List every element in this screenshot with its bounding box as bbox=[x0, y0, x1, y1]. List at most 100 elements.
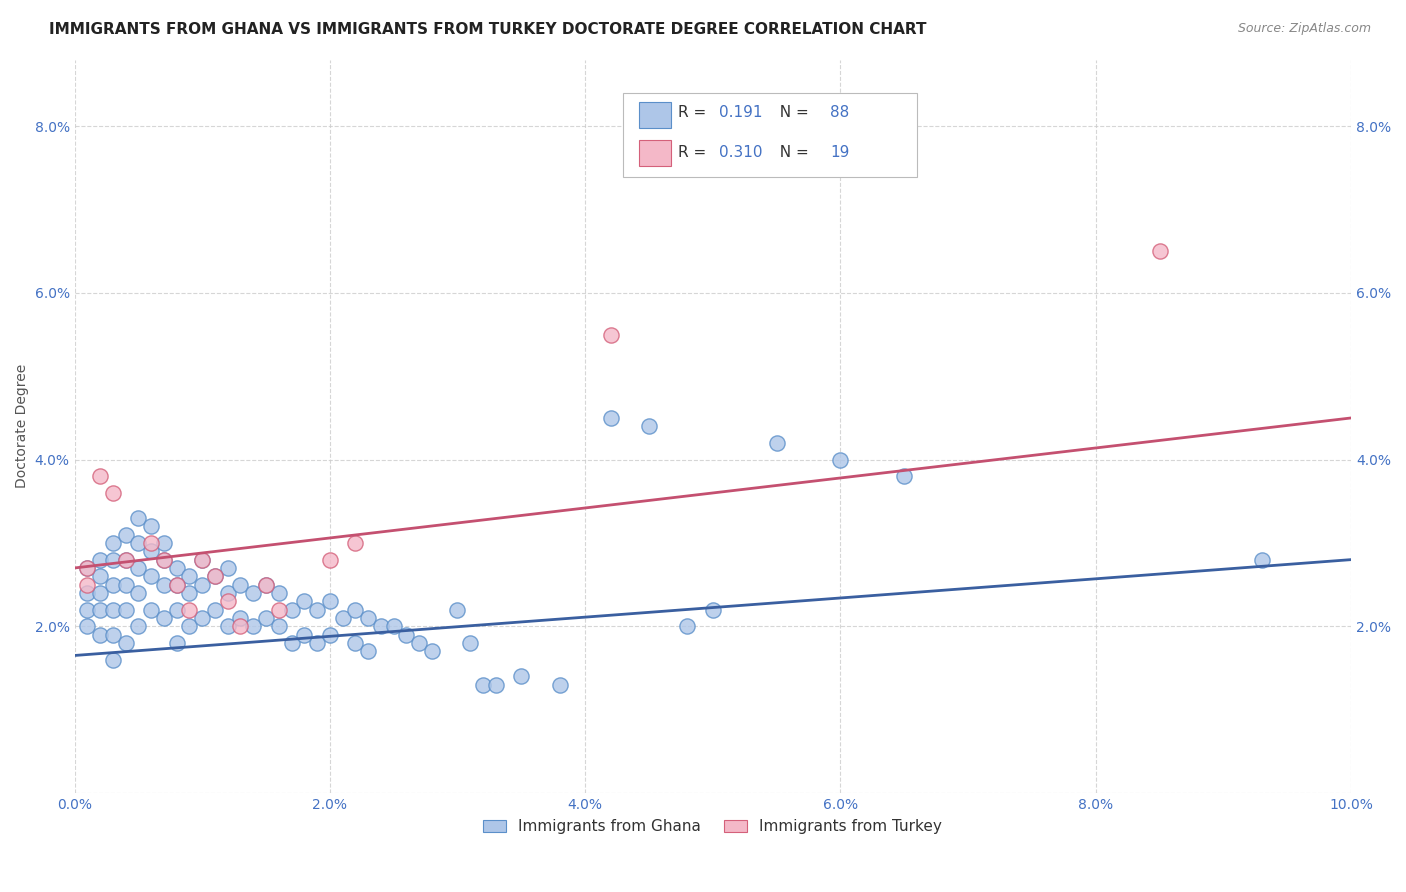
Text: 0.310: 0.310 bbox=[718, 145, 762, 161]
Point bbox=[153, 552, 176, 566]
Point bbox=[127, 586, 149, 600]
Point bbox=[319, 627, 342, 641]
Point bbox=[254, 611, 277, 625]
Point bbox=[191, 552, 214, 566]
Point bbox=[548, 678, 571, 692]
Point bbox=[139, 602, 162, 616]
Point bbox=[139, 569, 162, 583]
Point bbox=[344, 636, 367, 650]
Point bbox=[139, 519, 162, 533]
Point bbox=[1250, 552, 1272, 566]
Point bbox=[114, 577, 136, 591]
Point bbox=[139, 544, 162, 558]
Point bbox=[114, 552, 136, 566]
Point bbox=[204, 569, 226, 583]
Point bbox=[153, 552, 176, 566]
Text: 0.191: 0.191 bbox=[718, 105, 762, 120]
Point bbox=[89, 469, 111, 483]
Point bbox=[229, 619, 252, 633]
Point bbox=[217, 586, 239, 600]
Point bbox=[89, 569, 111, 583]
Point bbox=[166, 577, 188, 591]
Point bbox=[166, 561, 188, 575]
Point bbox=[127, 561, 149, 575]
Point bbox=[307, 636, 329, 650]
Point bbox=[382, 619, 405, 633]
Point bbox=[217, 619, 239, 633]
Point bbox=[127, 511, 149, 525]
Point bbox=[676, 619, 699, 633]
Point bbox=[485, 678, 508, 692]
Text: 19: 19 bbox=[830, 145, 849, 161]
Point bbox=[370, 619, 392, 633]
Point bbox=[280, 602, 302, 616]
Legend: Immigrants from Ghana, Immigrants from Turkey: Immigrants from Ghana, Immigrants from T… bbox=[477, 814, 949, 840]
Point bbox=[229, 577, 252, 591]
Point bbox=[395, 627, 418, 641]
Point bbox=[101, 602, 124, 616]
Point bbox=[242, 586, 264, 600]
Point bbox=[204, 602, 226, 616]
Text: R =: R = bbox=[678, 105, 711, 120]
Point bbox=[599, 411, 621, 425]
Point bbox=[292, 594, 315, 608]
Point bbox=[127, 619, 149, 633]
Point bbox=[204, 569, 226, 583]
Point bbox=[153, 611, 176, 625]
Point bbox=[510, 669, 533, 683]
Y-axis label: Doctorate Degree: Doctorate Degree bbox=[15, 364, 30, 489]
Point bbox=[179, 569, 201, 583]
Point bbox=[89, 586, 111, 600]
Point bbox=[101, 536, 124, 550]
Point bbox=[153, 536, 176, 550]
Point bbox=[292, 627, 315, 641]
Point bbox=[101, 653, 124, 667]
FancyBboxPatch shape bbox=[623, 93, 917, 177]
Point bbox=[319, 594, 342, 608]
Point bbox=[166, 577, 188, 591]
Point bbox=[217, 594, 239, 608]
Point bbox=[76, 561, 98, 575]
Point bbox=[344, 602, 367, 616]
Text: Source: ZipAtlas.com: Source: ZipAtlas.com bbox=[1237, 22, 1371, 36]
Point bbox=[89, 602, 111, 616]
Point bbox=[765, 436, 787, 450]
Point bbox=[101, 627, 124, 641]
Text: IMMIGRANTS FROM GHANA VS IMMIGRANTS FROM TURKEY DOCTORATE DEGREE CORRELATION CHA: IMMIGRANTS FROM GHANA VS IMMIGRANTS FROM… bbox=[49, 22, 927, 37]
Point bbox=[242, 619, 264, 633]
Point bbox=[114, 636, 136, 650]
Point bbox=[127, 536, 149, 550]
Point bbox=[153, 577, 176, 591]
Point bbox=[76, 561, 98, 575]
Point bbox=[114, 527, 136, 541]
Point bbox=[179, 586, 201, 600]
Point bbox=[344, 536, 367, 550]
Point bbox=[420, 644, 443, 658]
Point bbox=[267, 602, 290, 616]
Text: N =: N = bbox=[770, 105, 814, 120]
Point bbox=[280, 636, 302, 650]
Point bbox=[89, 627, 111, 641]
Point bbox=[179, 619, 201, 633]
Point bbox=[254, 577, 277, 591]
Point bbox=[357, 611, 380, 625]
Point bbox=[217, 561, 239, 575]
Point bbox=[191, 577, 214, 591]
Point bbox=[458, 636, 481, 650]
Point bbox=[114, 552, 136, 566]
Point bbox=[101, 577, 124, 591]
Point bbox=[319, 552, 342, 566]
Point bbox=[307, 602, 329, 616]
FancyBboxPatch shape bbox=[638, 103, 671, 128]
Point bbox=[76, 619, 98, 633]
Point bbox=[446, 602, 468, 616]
Text: R =: R = bbox=[678, 145, 711, 161]
Text: N =: N = bbox=[770, 145, 814, 161]
Point bbox=[267, 619, 290, 633]
Point bbox=[599, 327, 621, 342]
Point bbox=[267, 586, 290, 600]
Point bbox=[76, 602, 98, 616]
Point bbox=[114, 602, 136, 616]
Point bbox=[166, 636, 188, 650]
Point bbox=[408, 636, 430, 650]
